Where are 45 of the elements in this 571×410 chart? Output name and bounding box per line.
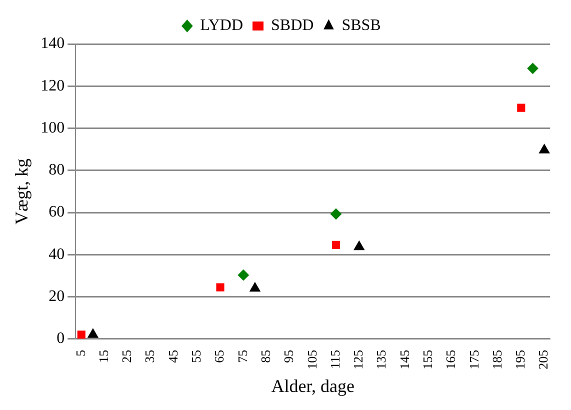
y-tick-label: 40 <box>48 246 65 263</box>
x-tick-label: 205 <box>536 350 551 370</box>
point <box>527 62 538 74</box>
x-tick-label: 195 <box>512 350 528 370</box>
y-tick-label: 120 <box>40 77 65 94</box>
point <box>330 208 342 220</box>
x-tick-label: 155 <box>420 350 435 370</box>
x-tick-label: 115 <box>327 350 342 369</box>
x-tick-label: 15 <box>96 350 111 363</box>
y-tick-label: 100 <box>40 119 65 136</box>
x-tick-label: 55 <box>188 350 204 363</box>
y-tick-label: 0 <box>56 330 65 348</box>
x-tick-label: 165 <box>443 350 458 370</box>
point <box>238 270 249 281</box>
point <box>216 283 224 292</box>
y-tick-label: 60 <box>48 204 65 221</box>
y-tick-label: 140 <box>40 35 65 52</box>
x-tick-label: 85 <box>258 350 273 363</box>
y-axis-title: Vægt, kg <box>12 158 32 224</box>
y-tick-label: 80 <box>48 162 65 179</box>
point <box>250 282 260 292</box>
x-tick-label: 105 <box>304 350 320 370</box>
x-tick-label: 145 <box>396 350 412 370</box>
x-tick-label: 95 <box>281 350 296 363</box>
point <box>77 330 86 339</box>
x-tick-label: 35 <box>142 350 158 363</box>
x-tick-label: 175 <box>466 350 482 370</box>
point <box>332 240 340 249</box>
x-tick-label: 125 <box>350 350 366 370</box>
y-tick-label: 20 <box>48 288 65 305</box>
legend-label: SBDD <box>271 17 314 34</box>
point <box>539 144 550 154</box>
legend-label: SBSB <box>342 17 381 34</box>
point <box>88 328 98 338</box>
point <box>517 104 526 112</box>
legend-label: LYDD <box>200 17 244 34</box>
x-axis-title: Alder, dage <box>271 376 354 396</box>
x-tick-label: 135 <box>374 350 389 370</box>
point <box>354 240 364 250</box>
x-tick-label: 185 <box>489 350 504 370</box>
x-tick-label: 45 <box>165 350 180 363</box>
x-tick-label: 65 <box>212 350 227 363</box>
x-tick-label: 5 <box>72 350 88 356</box>
x-tick-label: 25 <box>119 350 134 363</box>
x-tick-label: 75 <box>234 350 250 363</box>
